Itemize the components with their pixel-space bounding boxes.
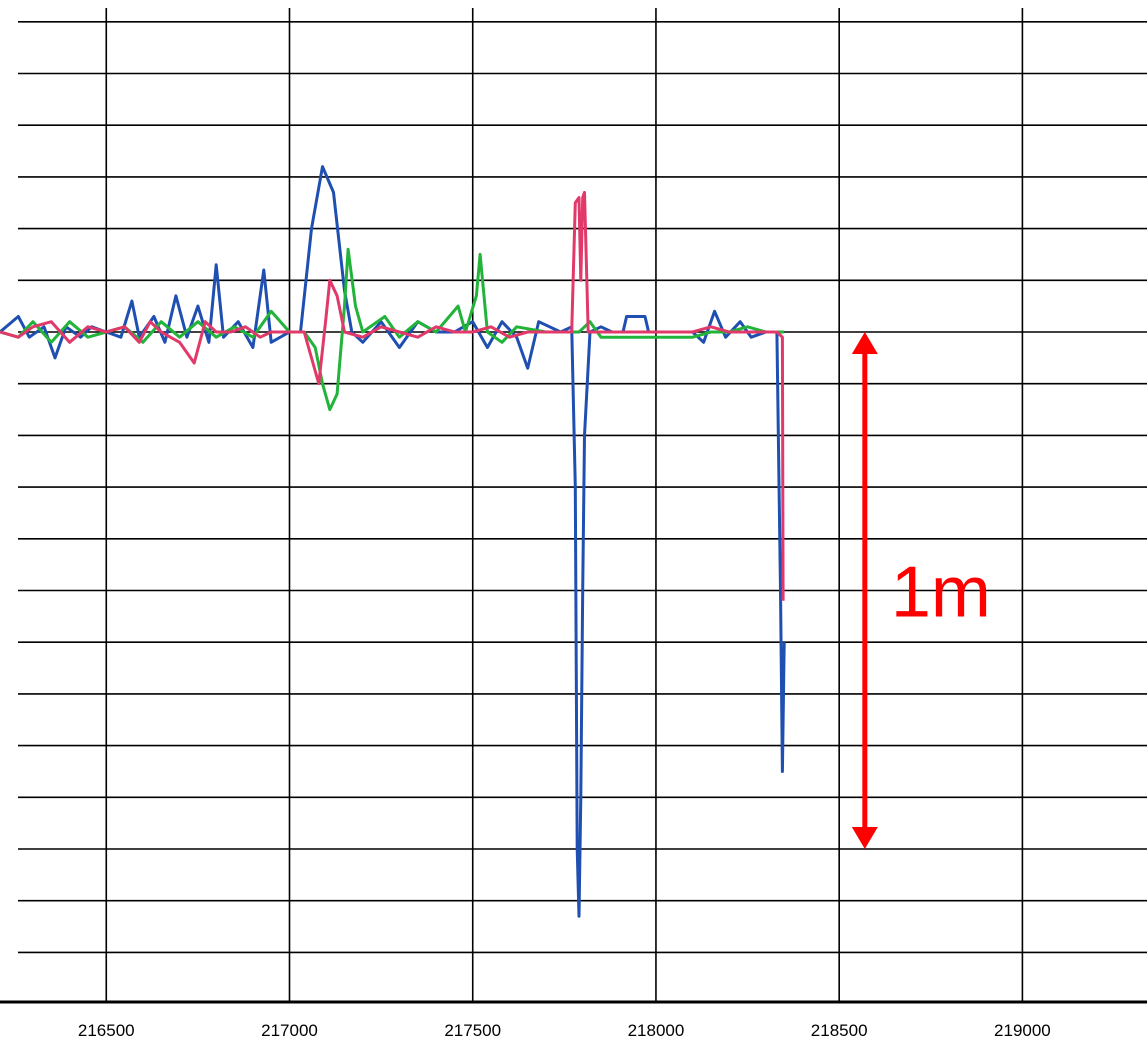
x-tick-label: 217500 (444, 1021, 501, 1040)
series-line-3 (0, 190, 785, 601)
x-tick-label: 218000 (628, 1021, 685, 1040)
x-tick-label: 216500 (78, 1021, 135, 1040)
x-tick-label: 219000 (994, 1021, 1051, 1040)
x-tick-labels: 216500 217000 217500 218000 218500 219000 (78, 1021, 1051, 1040)
scale-arrow-head-bottom (851, 827, 878, 849)
series-line-2 (0, 247, 785, 412)
scale-arrow-head-top (851, 332, 878, 354)
x-tick-label: 217000 (261, 1021, 318, 1040)
series-layer (0, 165, 786, 918)
x-tick-label: 218500 (811, 1021, 868, 1040)
scale-annotation-label: 1m (891, 553, 991, 633)
scale-annotation: 1m (851, 332, 991, 849)
